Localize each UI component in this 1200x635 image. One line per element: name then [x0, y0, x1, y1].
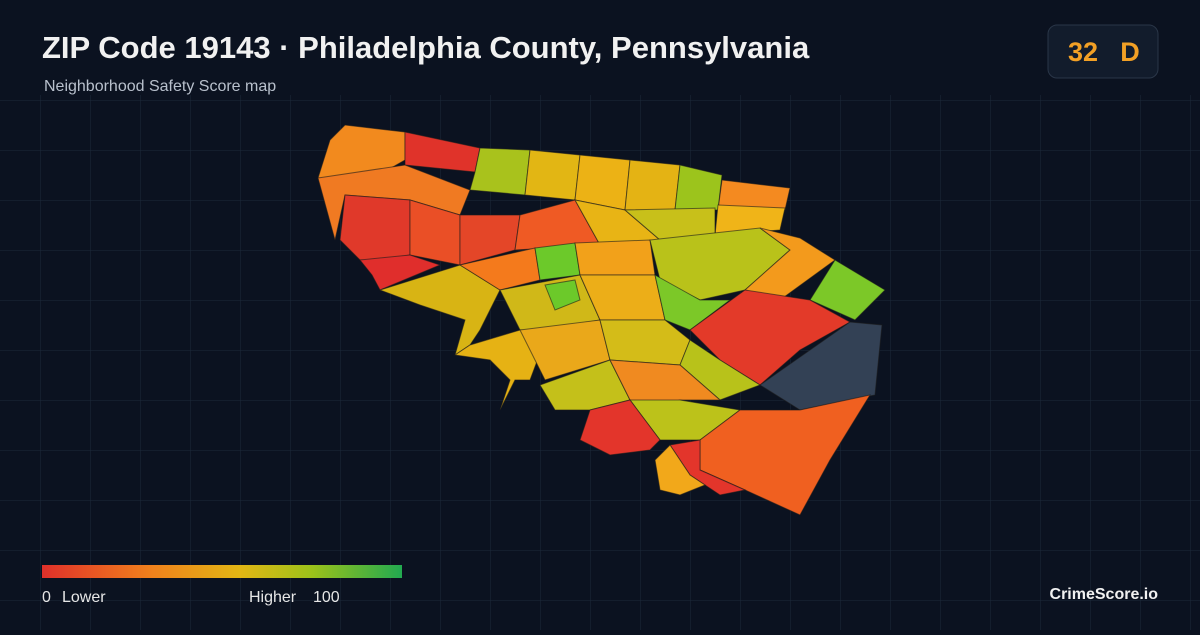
area: [654, 444, 707, 496]
area: [579, 399, 661, 456]
legend-min: 0: [42, 589, 51, 606]
area: [524, 149, 581, 201]
brand: CrimeScore.io: [1050, 586, 1159, 603]
area: [359, 254, 442, 291]
legend-max-label: Higher: [249, 589, 297, 606]
score-value: 32: [1068, 37, 1098, 67]
area-no-data: [759, 321, 883, 411]
legend-scale: [42, 565, 402, 578]
area: [714, 204, 786, 236]
subtitle: Neighborhood Safety Score map: [44, 78, 276, 95]
area: [544, 279, 581, 311]
area: [679, 339, 762, 401]
area: [453, 329, 546, 411]
area: [339, 194, 411, 261]
legend-min-label: Lower: [62, 589, 106, 606]
area: [809, 259, 886, 321]
score-badge: [1047, 24, 1159, 79]
title: ZIP Code 19143 · Philadelphia County, Pe…: [42, 30, 810, 65]
map: [317, 124, 886, 516]
area: [574, 239, 656, 276]
legend-max: 100: [313, 589, 340, 606]
area: [624, 159, 681, 211]
area: [534, 242, 581, 281]
score-grade: D: [1120, 37, 1140, 67]
area: [469, 147, 531, 196]
